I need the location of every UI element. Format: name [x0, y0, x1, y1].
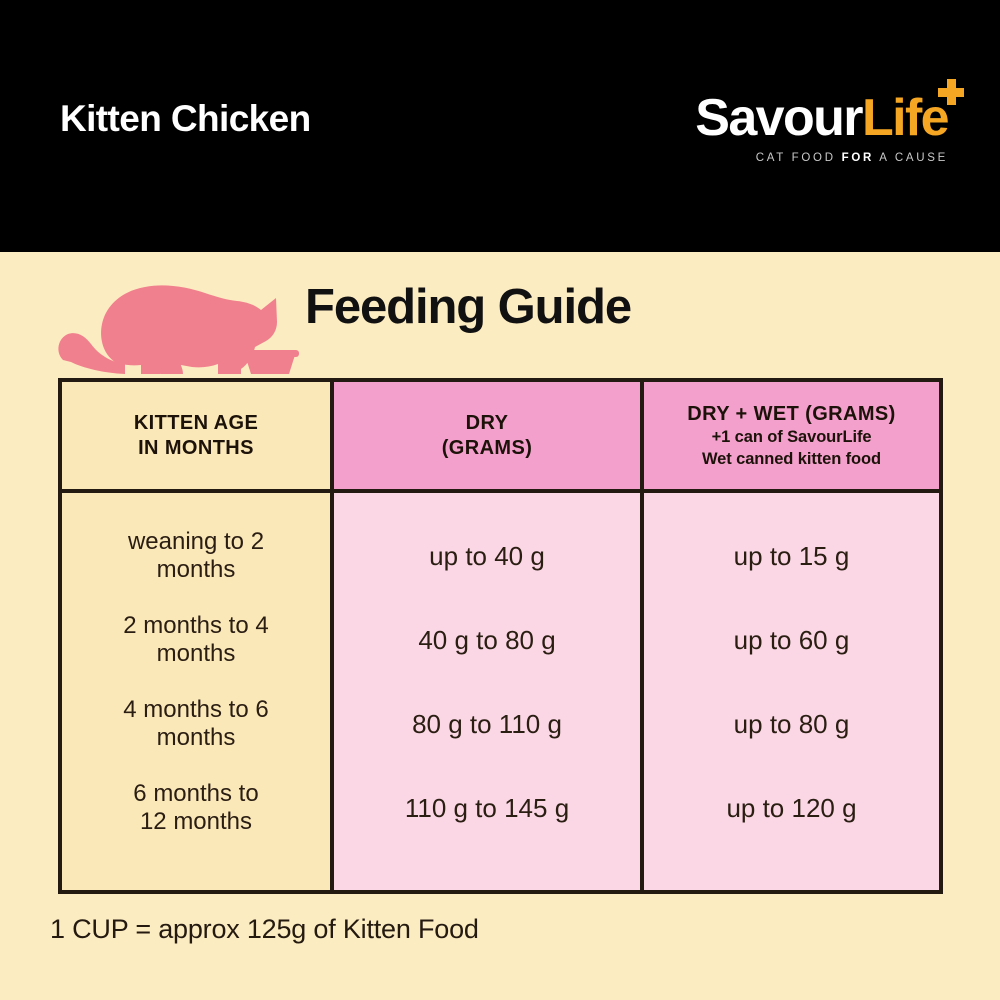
product-title: Kitten Chicken — [60, 98, 311, 139]
cell-dry-value: 80 g to 110 g — [412, 708, 562, 739]
logo-word-savour: Savour — [695, 89, 863, 147]
cell-age-line2: months — [156, 640, 236, 667]
header-drywet-sub-line2: Wet canned kitten food — [701, 449, 881, 468]
header-dry-line2: (GRAMS) — [441, 436, 533, 459]
logo-tagline-strong: FOR — [841, 152, 874, 164]
cat-eating-from-bowl-icon — [55, 272, 300, 382]
header-dry-line1: DRY — [465, 412, 509, 435]
cell-age-line1: 2 months to 4 — [123, 611, 269, 639]
cell-dry-value: 40 g to 80 g — [418, 624, 556, 655]
logo-tagline: CAT FOOD FOR A CAUSE — [695, 152, 948, 165]
logo-wordmark: SavourLife — [695, 79, 964, 147]
table-row: 6 months to 12 months — [62, 766, 330, 850]
table-column-dry: up to 40 g 40 g to 80 g 80 g to 110 g 11… — [330, 493, 644, 890]
header-drywet-sub-line1: +1 can of SavourLife — [711, 428, 872, 447]
cell-dry-wet-value: up to 120 g — [726, 792, 857, 823]
header-age-line2: IN MONTHS — [138, 436, 254, 459]
table-body: weaning to 2 months 2 months to 4 months — [62, 493, 939, 890]
table-header-cell-age: KITTEN AGE IN MONTHS — [62, 382, 330, 489]
cell-dry-wet-value: up to 60 g — [733, 624, 850, 655]
header-age-line1: KITTEN AGE — [133, 412, 259, 435]
savourlife-logo: SavourLife CAT FOOD FOR A CAUSE — [695, 79, 964, 165]
header-drywet-line1: DRY + WET (GRAMS) — [687, 402, 896, 425]
cell-age-line1: 4 months to 6 — [123, 695, 269, 723]
page-header-bar: Kitten Chicken SavourLife CAT FOOD FOR A… — [0, 0, 1000, 252]
cell-dry-wet-value: up to 15 g — [733, 540, 850, 571]
cell-dry-value: 110 g to 145 g — [404, 792, 570, 823]
table-row: 2 months to 4 months — [62, 598, 330, 682]
table-column-age: weaning to 2 months 2 months to 4 months — [62, 493, 330, 890]
table-row: weaning to 2 months — [62, 514, 330, 598]
cell-age-line2: 12 months — [139, 808, 253, 835]
feeding-guide-section: Feeding Guide KITTEN AGE IN MONTHS — [0, 252, 1000, 1000]
logo-tagline-pre: CAT FOOD — [755, 152, 842, 164]
cell-dry-wet-value: up to 80 g — [733, 708, 850, 739]
table-column-dry-wet: up to 15 g up to 60 g up to 80 g up to 1… — [644, 493, 939, 890]
cup-conversion-note: 1 CUP = approx 125g of Kitten Food — [50, 914, 479, 944]
table-row: 4 months to 6 months — [62, 682, 330, 766]
cell-dry-value: up to 40 g — [429, 540, 545, 571]
cell-age-line2: months — [156, 556, 236, 583]
plus-icon — [938, 79, 964, 105]
cell-age-line2: months — [156, 724, 236, 751]
logo-word-life: Life — [861, 89, 950, 147]
cell-age-line1: weaning to 2 — [127, 527, 265, 555]
table-header-cell-dry-wet: DRY + WET (GRAMS) +1 can of SavourLife W… — [644, 382, 939, 489]
page-title: Feeding Guide — [305, 280, 632, 334]
table-header-row: KITTEN AGE IN MONTHS DRY (GRAMS) — [62, 382, 939, 493]
logo-tagline-post: A CAUSE — [873, 152, 948, 164]
cell-age-line1: 6 months to — [133, 779, 259, 807]
table-header-cell-dry: DRY (GRAMS) — [330, 382, 644, 489]
feeding-guide-table: KITTEN AGE IN MONTHS DRY (GRAMS) — [58, 378, 943, 894]
